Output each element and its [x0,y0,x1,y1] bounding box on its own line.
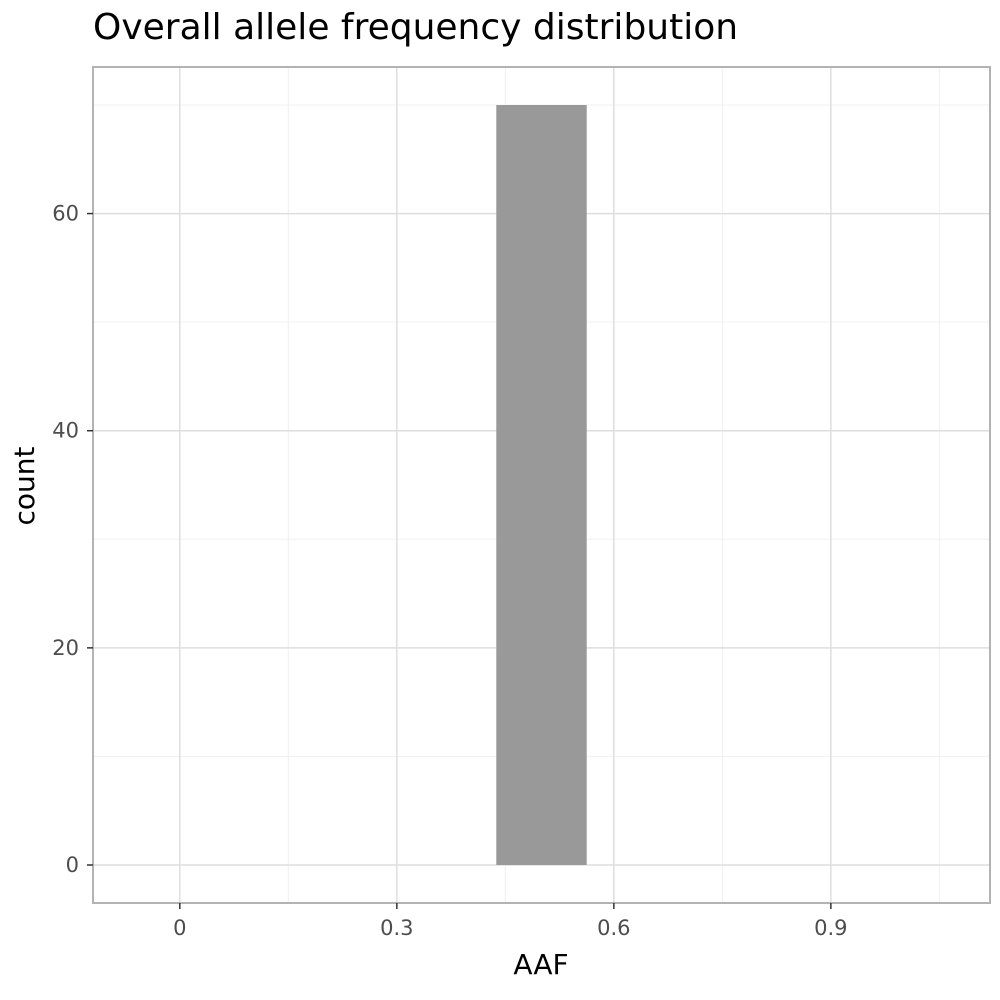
y-tick-label: 0 [66,853,79,877]
x-tick-label: 0.9 [814,916,847,940]
y-tick-label: 60 [52,202,79,226]
x-axis-title: AAF [513,948,568,981]
x-tick-label: 0.3 [380,916,413,940]
axis-ticks [87,212,832,909]
tick-labels: 0 0.3 0.6 0.9 0 20 40 60 [52,202,847,940]
panel-border [92,66,991,904]
y-tick-label: 20 [52,636,79,660]
chart-title: Overall allele frequency distribution [93,7,738,48]
x-tick-label: 0 [173,916,186,940]
bars [496,105,587,865]
y-tick-label: 40 [52,419,79,443]
y-axis-title: count [8,446,41,525]
histogram-bar [496,105,587,865]
x-tick-label: 0.6 [597,916,630,940]
